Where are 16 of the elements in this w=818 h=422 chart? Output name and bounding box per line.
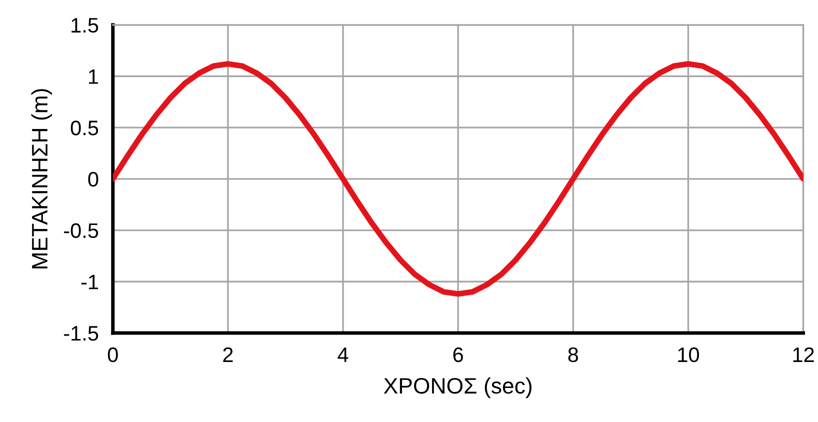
x-tick-label: 8 (568, 347, 578, 362)
y-tick-label: 0 (88, 172, 98, 187)
x-tick-label: 10 (678, 347, 699, 362)
x-tick-label: 12 (793, 347, 814, 362)
x-axis-title: ΧΡΟΝΟΣ (sec) (384, 377, 532, 398)
y-tick-label: 0.5 (70, 120, 98, 136)
x-tick-label: 6 (453, 347, 463, 362)
y-tick-label: -1.5 (64, 326, 98, 341)
y-axis-title: ΜΕΤΑΚΙΝΗΣΗ (m) (31, 89, 52, 268)
y-tick-label: -0.5 (64, 223, 98, 238)
y-tick-label: 1.5 (72, 18, 98, 33)
x-tick-label: 2 (223, 347, 233, 362)
x-tick-label: 4 (338, 348, 348, 362)
y-tick-label: -1 (81, 274, 98, 290)
x-tick-label: 0 (108, 347, 118, 362)
y-tick-label: 1 (89, 69, 98, 84)
